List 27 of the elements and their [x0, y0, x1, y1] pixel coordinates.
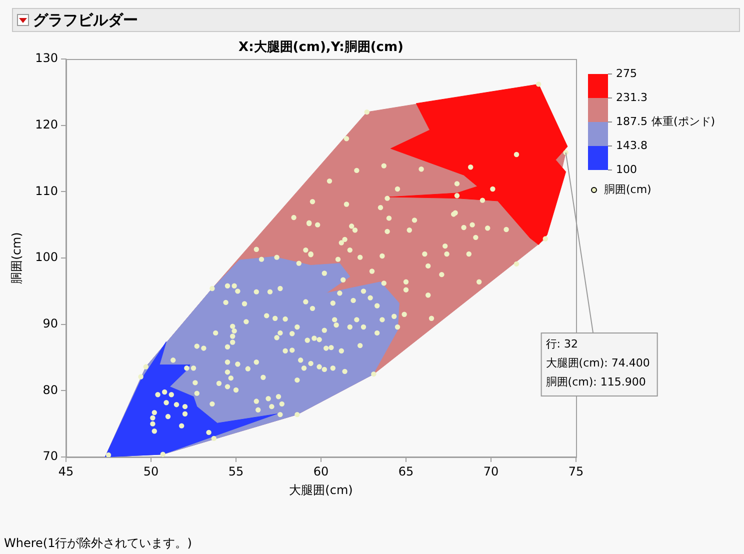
- x-tick-label: 55: [228, 464, 244, 478]
- text: Where(1行が除外されています。): [4, 535, 192, 552]
- y-tick-label: 120: [35, 117, 58, 132]
- x-tick-label: 70: [483, 464, 499, 478]
- chart-title: X:大腿囲(cm),Y:胴囲(cm): [238, 40, 404, 55]
- x-tick-label: 65: [398, 464, 414, 478]
- x-tick-label: 75: [568, 464, 584, 478]
- y-tick-label: 130: [35, 51, 58, 66]
- color-bar-label: 275: [616, 66, 637, 80]
- color-bar-label: 187.5: [616, 114, 648, 128]
- y-tick-label: 80: [42, 382, 58, 397]
- y-axis-title: 胴囲(cm): [9, 232, 24, 284]
- text: グラフビルダー: [33, 10, 138, 30]
- color-bar-label: 100: [616, 162, 637, 176]
- y-tick-label: 90: [42, 316, 58, 330]
- legend-label: 胴囲(cm): [604, 182, 652, 196]
- x-axis-title: 大腿囲(cm): [289, 482, 353, 497]
- y-tick-label: 100: [35, 250, 58, 264]
- color-bar-label: 231.3: [616, 90, 648, 104]
- color-bar-label: 143.8: [616, 138, 648, 152]
- x-tick-label: 50: [143, 464, 159, 478]
- y-tick-label: 110: [35, 184, 58, 198]
- x-tick-label: 60: [313, 464, 329, 478]
- legend-title: 体重(ポンド): [651, 114, 716, 128]
- y-tick-label: 70: [42, 449, 58, 464]
- annotation: 行: 32 大腿囲(cm): 74.400 胴囲(cm): 115.900: [546, 337, 650, 388]
- x-tick-label: 45: [58, 464, 74, 478]
